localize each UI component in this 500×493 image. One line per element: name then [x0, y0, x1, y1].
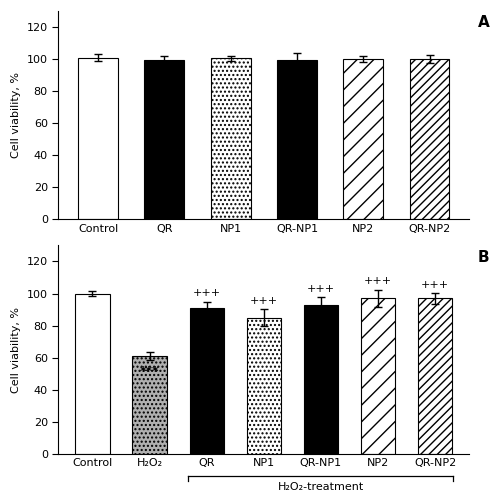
Bar [418, 298, 452, 454]
Bar [144, 60, 184, 219]
Bar [78, 58, 118, 219]
Text: +++: +++ [250, 295, 278, 306]
Bar [132, 356, 166, 454]
Bar [190, 308, 224, 454]
Text: ***: *** [140, 365, 160, 378]
Text: +++: +++ [307, 283, 335, 293]
Bar [76, 293, 110, 454]
Text: +++: +++ [192, 288, 221, 298]
Bar [304, 305, 338, 454]
Text: +++: +++ [364, 276, 392, 286]
Y-axis label: Cell viability, %: Cell viability, % [11, 307, 21, 392]
Text: +++: +++ [421, 280, 449, 289]
Bar [344, 59, 383, 219]
Text: H₂O₂-treatment: H₂O₂-treatment [278, 482, 364, 493]
Y-axis label: Cell viability, %: Cell viability, % [11, 72, 21, 158]
Bar [277, 60, 317, 219]
Text: B: B [478, 249, 489, 265]
Text: A: A [478, 15, 490, 30]
Bar [210, 58, 250, 219]
Bar [410, 59, 450, 219]
Bar [246, 317, 281, 454]
Bar [361, 298, 395, 454]
